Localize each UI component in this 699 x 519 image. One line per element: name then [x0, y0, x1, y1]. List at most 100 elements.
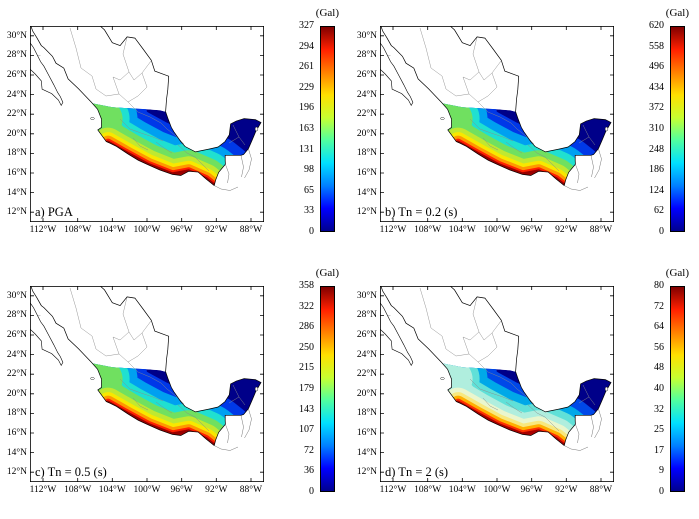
- longitude-tick-label: 100°W: [133, 225, 161, 235]
- latitude-tick-label: 20°N: [356, 388, 377, 399]
- colorbar-tick-label: 40: [654, 382, 664, 394]
- colorbar-unit-label: (Gal): [315, 267, 339, 279]
- longitude-axis-labels: 112°W 108°W 104°W 100°W 96°W 92°W 88°W: [26, 485, 268, 495]
- colorbar-tick-label: 64: [654, 321, 664, 333]
- colorbar-tick-label: 496: [649, 61, 664, 73]
- colorbar-tick-label: 322: [299, 300, 314, 312]
- latitude-tick-label: 16°N: [356, 427, 377, 438]
- mexico-hazard-map: [30, 286, 264, 482]
- latitude-tick-label: 20°N: [6, 388, 27, 399]
- latitude-tick-label: 26°N: [356, 329, 377, 340]
- colorbar-tick-label: 80: [654, 280, 664, 291]
- colorbar-tick-label: 17: [654, 444, 664, 456]
- mexico-hazard-map: [30, 26, 264, 222]
- panel-label: b) Tn = 0.2 (s): [385, 205, 458, 219]
- latitude-tick-label: 12°N: [356, 207, 377, 218]
- longitude-tick-label: 96°W: [170, 485, 193, 495]
- longitude-tick-label: 100°W: [483, 225, 511, 235]
- latitude-tick-label: 30°N: [356, 290, 377, 301]
- latitude-axis-labels: 30°N 28°N 26°N 24°N 22°N 20°N 18°N 16°N 14°N 12°N: [350, 290, 377, 478]
- colorbar: (Gal) 358 322 286 250 215 179 143 107 72 36 0: [273, 267, 339, 497]
- panel-tn-0-5: 30°N 28°N 26°N 24°N 22°N 20°N 18°N 16°N 14°N 12°N…: [0, 260, 349, 519]
- latitude-tick-label: 24°N: [356, 89, 377, 100]
- colorbar-tick-label: 434: [649, 81, 664, 93]
- panel-pga: 30°N 28°N 26°N 24°N 22°N 20°N 18°N 16°N 14°N 12°N…: [0, 0, 349, 259]
- panel-label: c) Tn = 0.5 (s): [35, 465, 107, 479]
- colorbar-unit-label: (Gal): [315, 7, 339, 19]
- latitude-axis-labels: 30°N 28°N 26°N 24°N 22°N 20°N 18°N 16°N 14°N 12°N: [0, 30, 27, 218]
- longitude-tick-label: 96°W: [170, 225, 193, 235]
- latitude-tick-label: 22°N: [356, 109, 377, 120]
- colorbar-tick-label: 62: [654, 205, 664, 217]
- colorbar-tick-label: 558: [649, 40, 664, 52]
- colorbar-tick-label: 0: [659, 225, 664, 237]
- colorbar-tick-label: 72: [304, 444, 314, 456]
- colorbar-strip: [320, 286, 335, 492]
- colorbar-tick-label: 294: [299, 40, 314, 52]
- longitude-tick-label: 92°W: [555, 225, 578, 235]
- colorbar-tick-label: 310: [649, 122, 664, 134]
- colorbar: (Gal) 327 294 261 229 196 163 131 98 65 33 0: [273, 7, 339, 237]
- latitude-tick-label: 12°N: [356, 467, 377, 478]
- latitude-tick-label: 14°N: [356, 447, 377, 458]
- colorbar-unit-label: (Gal): [665, 7, 689, 19]
- longitude-tick-label: 108°W: [64, 225, 92, 235]
- longitude-tick-label: 108°W: [414, 225, 442, 235]
- colorbar-tick-label: 33: [304, 205, 314, 217]
- colorbar-tick-label: 186: [649, 164, 664, 176]
- latitude-tick-label: 16°N: [6, 167, 27, 178]
- colorbar-tick-labels: 80 72 64 56 48 40 32 25 17 9 0: [654, 280, 664, 498]
- latitude-tick-label: 16°N: [6, 427, 27, 438]
- colorbar-tick-label: 327: [299, 20, 314, 31]
- colorbar-tick-label: 620: [649, 20, 664, 31]
- colorbar-tick-label: 98: [304, 164, 314, 176]
- longitude-tick-label: 96°W: [520, 485, 543, 495]
- colorbar: (Gal) 80 72 64 56 48 40 32 25 17 9 0: [623, 267, 689, 497]
- latitude-tick-label: 28°N: [6, 310, 27, 321]
- colorbar-tick-label: 163: [299, 122, 314, 134]
- longitude-tick-label: 100°W: [133, 485, 161, 495]
- latitude-tick-label: 14°N: [6, 187, 27, 198]
- colorbar-tick-label: 250: [299, 341, 314, 353]
- latitude-tick-label: 14°N: [356, 187, 377, 198]
- colorbar-tick-label: 248: [649, 143, 664, 155]
- longitude-tick-label: 104°W: [98, 225, 126, 235]
- longitude-tick-label: 104°W: [448, 225, 476, 235]
- colorbar-tick-label: 143: [299, 403, 314, 415]
- longitude-tick-label: 88°W: [589, 485, 613, 495]
- longitude-tick-label: 88°W: [239, 225, 263, 235]
- colorbar-tick-label: 25: [654, 424, 664, 436]
- latitude-tick-label: 18°N: [6, 148, 27, 159]
- latitude-tick-label: 28°N: [356, 50, 377, 61]
- longitude-tick-label: 112°W: [29, 225, 57, 235]
- latitude-tick-label: 12°N: [6, 207, 27, 218]
- colorbar-tick-label: 48: [654, 362, 664, 374]
- map-box: d) Tn = 2 (s): [380, 286, 614, 482]
- colorbar-tick-label: 229: [299, 81, 314, 93]
- colorbar-tick-label: 65: [304, 184, 314, 196]
- longitude-axis-labels: 112°W 108°W 104°W 100°W 96°W 92°W 88°W: [26, 225, 268, 235]
- colorbar-tick-label: 286: [299, 321, 314, 333]
- colorbar-tick-labels: 358 322 286 250 215 179 143 107 72 36 0: [299, 280, 314, 498]
- latitude-tick-label: 24°N: [6, 349, 27, 360]
- longitude-tick-label: 100°W: [483, 485, 511, 495]
- latitude-tick-label: 30°N: [6, 30, 27, 41]
- longitude-tick-label: 108°W: [64, 485, 92, 495]
- colorbar-tick-label: 196: [299, 102, 314, 114]
- longitude-tick-label: 88°W: [589, 225, 613, 235]
- panel-label: a) PGA: [35, 205, 73, 219]
- latitude-tick-label: 20°N: [356, 128, 377, 139]
- colorbar-strip: [670, 286, 685, 492]
- colorbar-tick-label: 0: [309, 485, 314, 497]
- latitude-tick-label: 26°N: [6, 329, 27, 340]
- map-box: a) PGA: [30, 26, 264, 222]
- map-box: b) Tn = 0.2 (s): [380, 26, 614, 222]
- longitude-axis-labels: 112°W 108°W 104°W 100°W 96°W 92°W 88°W: [376, 225, 618, 235]
- colorbar-tick-label: 9: [659, 465, 664, 477]
- longitude-tick-label: 96°W: [520, 225, 543, 235]
- longitude-tick-label: 112°W: [379, 485, 407, 495]
- colorbar-tick-label: 107: [299, 424, 314, 436]
- latitude-tick-label: 12°N: [6, 467, 27, 478]
- latitude-tick-label: 18°N: [356, 148, 377, 159]
- colorbar-tick-label: 32: [654, 403, 664, 415]
